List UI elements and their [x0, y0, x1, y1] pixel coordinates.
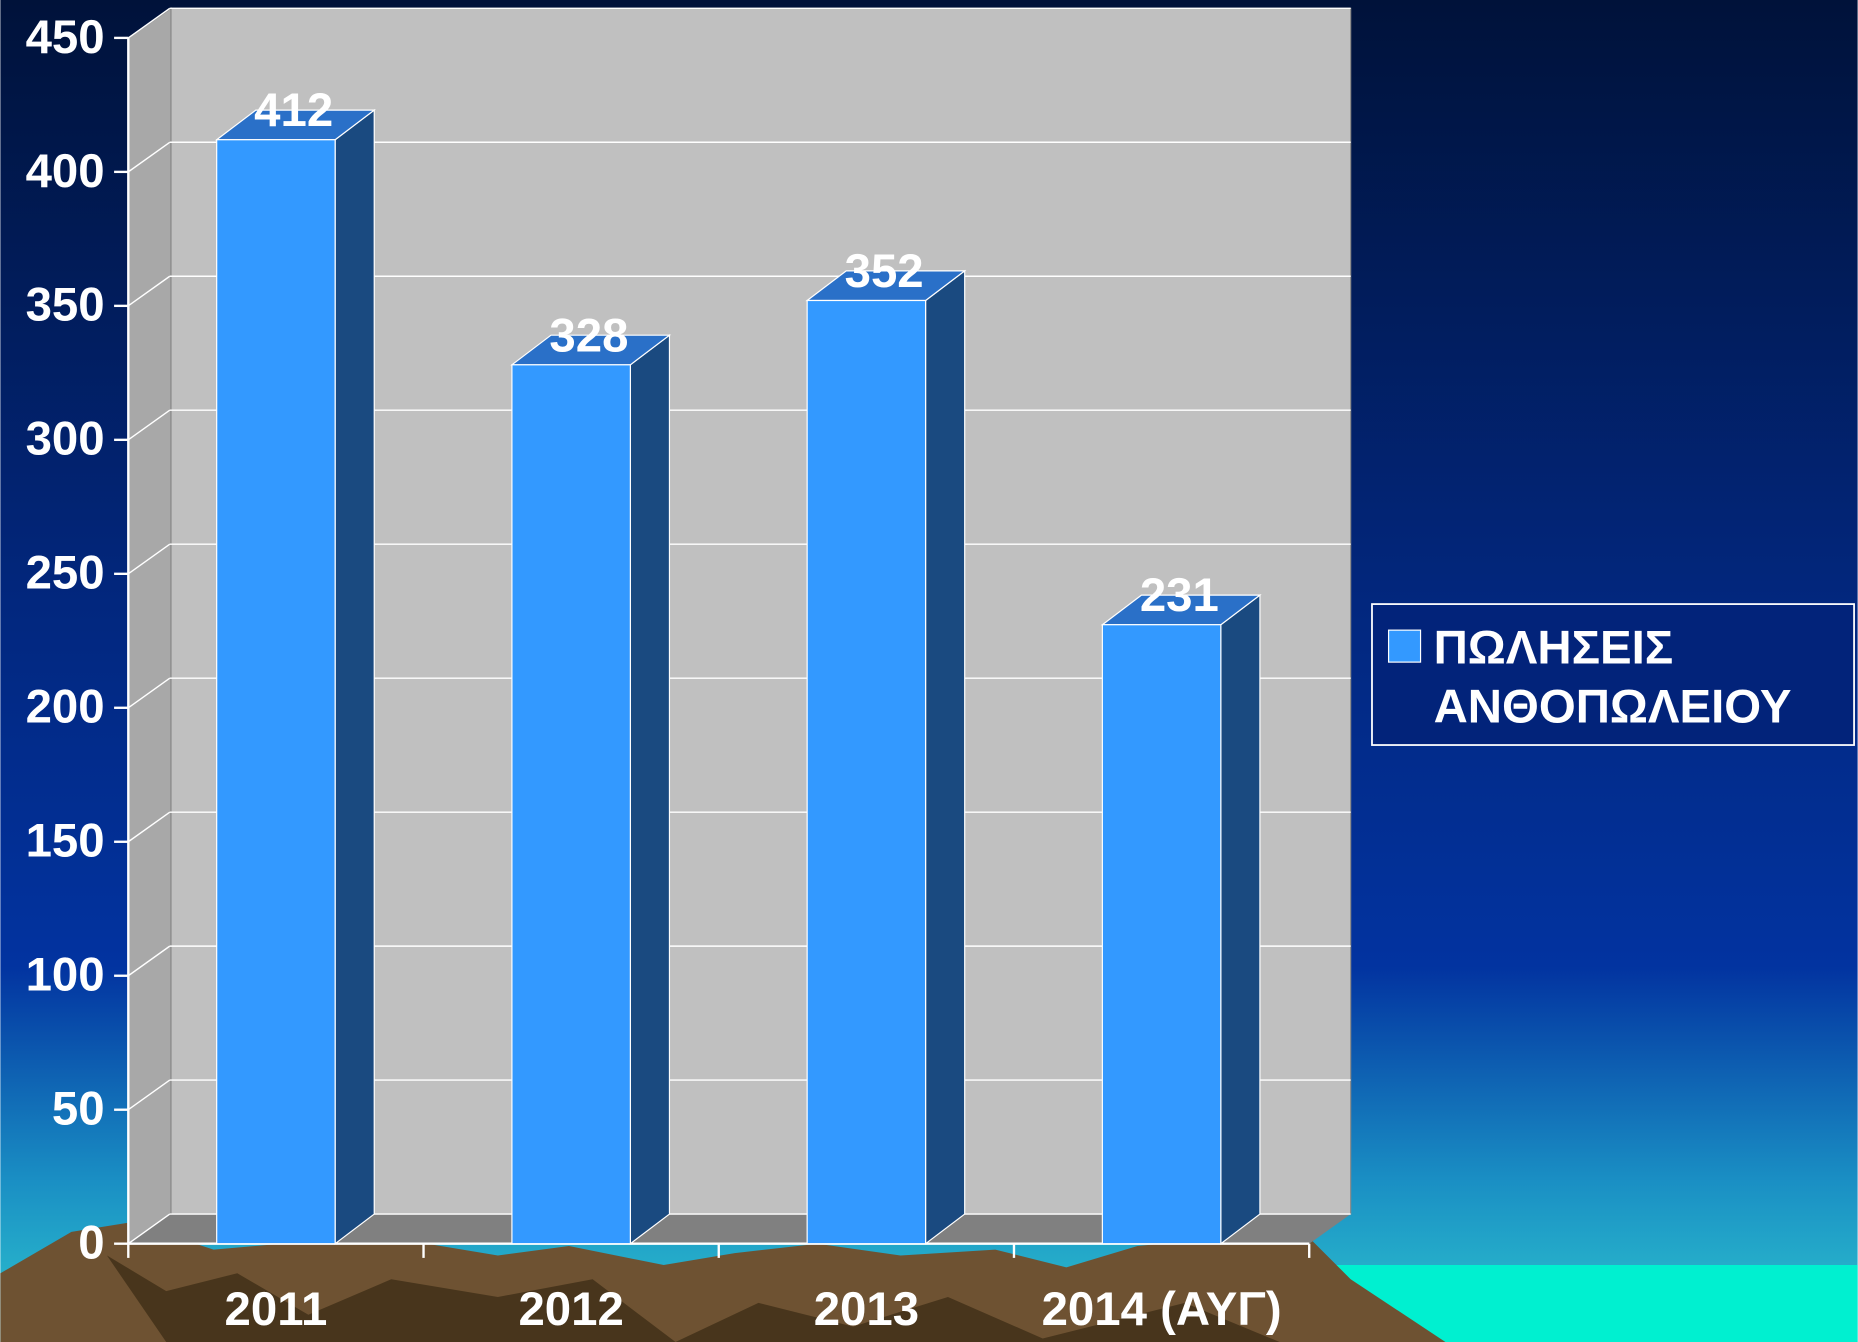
legend-label: ΠΩΛΗΣΕΙΣ ΑΝΘΟΠΩΛΕΙΟΥ: [1434, 618, 1854, 736]
data-label: 231: [1140, 569, 1219, 622]
y-tick-label: 300: [26, 413, 105, 466]
bar-side: [335, 110, 374, 1244]
y-tick-label: 100: [26, 949, 105, 1002]
y-tick-label: 250: [26, 547, 105, 600]
y-tick-label: 200: [26, 681, 105, 734]
data-label: 352: [845, 245, 924, 298]
x-tick-label: 2011: [225, 1283, 328, 1336]
chart: ΠΩΛΗΣΕΙΣ ΑΝΘΟΠΩΛΕΙΟΥ 0 50 100 150 200 250 300 3…: [0, 0, 1858, 1342]
bar: [217, 140, 335, 1244]
x-tick-label: 2013: [814, 1283, 919, 1336]
y-tick-label: 0: [78, 1217, 104, 1270]
y-tick-label: 150: [26, 815, 105, 868]
legend-label-box: ΠΩΛΗΣΕΙΣ ΑΝΘΟΠΩΛΕΙΟΥ: [1434, 618, 1854, 742]
data-label: 328: [549, 309, 628, 362]
y-tick-label: 350: [26, 279, 105, 332]
data-label: 412: [254, 84, 333, 137]
legend-swatch: [1389, 630, 1421, 662]
bar: [512, 365, 630, 1244]
bar-side: [1221, 595, 1260, 1244]
y-tick-label: 50: [52, 1083, 105, 1136]
bar: [1102, 625, 1220, 1244]
y-tick-label: 450: [26, 11, 105, 64]
y-tick-label: 400: [26, 145, 105, 198]
side-wall: [128, 8, 171, 1243]
x-tick-label: 2012: [518, 1283, 623, 1336]
bar-side: [926, 271, 965, 1244]
bar: [807, 300, 925, 1243]
x-tick-label: 2014 (ΑΥΓ): [1042, 1283, 1282, 1336]
bar-side: [630, 335, 669, 1243]
